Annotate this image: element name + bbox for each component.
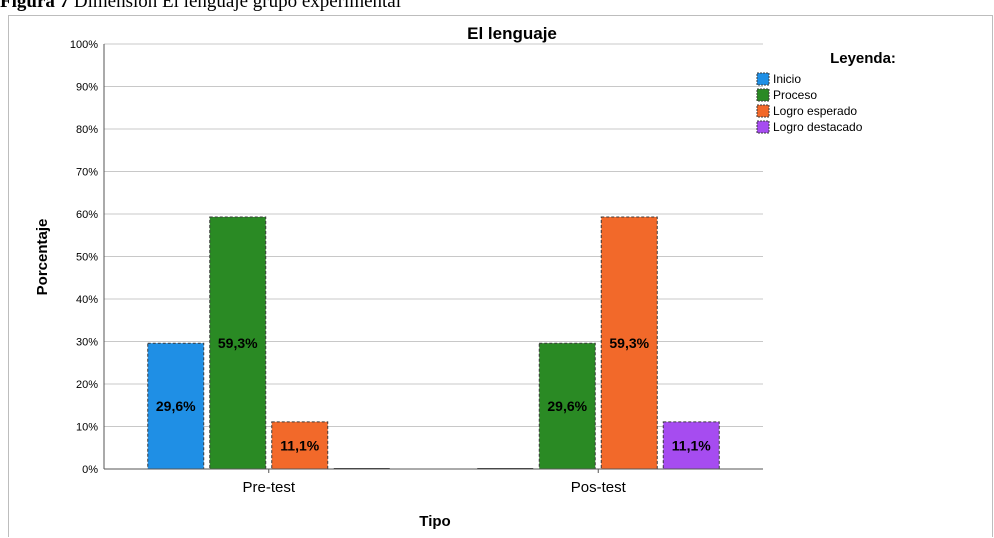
y-tick-label: 0%: [82, 464, 98, 476]
bar-logro-esperado: [271, 421, 329, 470]
bars: [147, 216, 720, 470]
data-labels: 29,6% 59,3% 11,1% 29,6% 59,3% 11,1%: [156, 335, 711, 453]
x-tick-label: Pos-test: [571, 479, 627, 496]
data-label: 11,1%: [280, 437, 319, 453]
y-tick-label: 100%: [70, 39, 98, 51]
y-tick-label: 60%: [76, 209, 98, 221]
bar-proceso: [209, 216, 267, 470]
x-tick-label: Pre-test: [242, 479, 295, 496]
legend-title: Leyenda:: [830, 50, 896, 67]
y-tick-label: 20%: [76, 379, 98, 391]
legend: Leyenda: Inicio Proceso Logro esperado Logr…: [756, 50, 896, 134]
bar-inicio: [147, 342, 205, 470]
legend-item-label: Logro esperado: [773, 104, 857, 118]
bar-logro-destacado: [662, 421, 720, 470]
y-tick-label: 90%: [76, 82, 98, 94]
data-label: 59,3%: [609, 335, 649, 351]
y-tick-label: 70%: [76, 167, 98, 179]
bar-proceso: [538, 342, 596, 470]
legend-swatch: [756, 72, 770, 86]
figure-caption-label: Figura 7: [0, 0, 70, 12]
data-label: 11,1%: [672, 437, 711, 453]
chart-frame: [8, 15, 993, 537]
y-axis-title: Porcentaje: [34, 219, 51, 296]
data-label: 29,6%: [156, 398, 196, 414]
chart-title: El lenguaje: [467, 24, 557, 43]
bar-logro-esperado: [600, 216, 658, 470]
legend-swatch: [756, 104, 770, 118]
y-axis-ticks: 0% 10% 20% 30% 40% 50% 60% 70% 80% 90% 100%: [70, 39, 98, 476]
y-tick-label: 40%: [76, 294, 98, 306]
data-label: 59,3%: [218, 335, 258, 351]
y-tick-label: 50%: [76, 252, 98, 264]
x-axis: Pre-test Pos-test: [103, 44, 763, 496]
legend-item-label: Proceso: [773, 88, 817, 102]
legend-item-label: Logro destacado: [773, 120, 863, 134]
figure-caption: Figura 7 Dimensión El lenguaje grupo exp…: [0, 0, 401, 13]
x-axis-title: Tipo: [419, 513, 450, 530]
legend-swatch: [756, 88, 770, 102]
y-tick-label: 80%: [76, 124, 98, 136]
figure-caption-text: Dimensión El lenguaje grupo experimental: [73, 0, 402, 12]
y-tick-label: 30%: [76, 337, 98, 349]
y-tick-label: 10%: [76, 422, 98, 434]
data-label: 29,6%: [547, 398, 587, 414]
legend-swatch: [756, 120, 770, 134]
legend-item-label: Inicio: [773, 72, 801, 86]
